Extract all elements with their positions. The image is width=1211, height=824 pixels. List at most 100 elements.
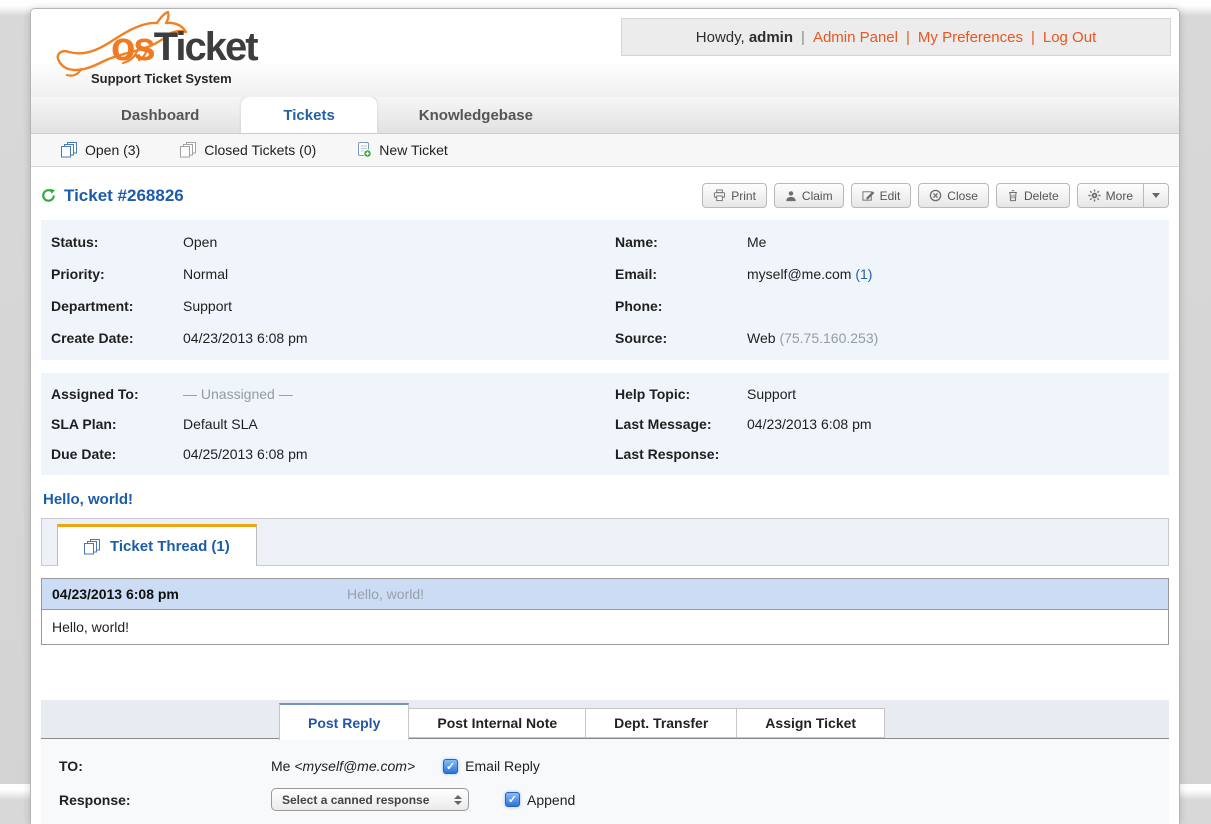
osticket-logo: osTicket Support Ticket System: [53, 9, 333, 97]
reply-tabs: Post Reply Post Internal Note Dept. Transf…: [279, 703, 886, 740]
email-reply-label: Email Reply: [465, 758, 540, 774]
message-body: Hello, world!: [42, 609, 1168, 644]
response-label: Response:: [59, 791, 131, 808]
reply-tab-post-internal-note[interactable]: Post Internal Note: [409, 708, 587, 738]
reply-tab-dept-transfer[interactable]: Dept. Transfer: [586, 708, 738, 738]
trash-icon: [1007, 189, 1019, 202]
info-label: Assigned To:: [51, 386, 139, 402]
osticket-app-window: osTicket Support Ticket System Howdy, ad…: [30, 8, 1180, 824]
refresh-icon[interactable]: [41, 188, 56, 203]
info-row-assigned-to: Assigned To: — Unassigned —: [41, 379, 605, 409]
tab-dashboard[interactable]: Dashboard: [121, 106, 200, 124]
button-label: Print: [731, 188, 756, 203]
delete-button[interactable]: Delete: [995, 183, 1070, 208]
logo-wordmark: osTicket: [111, 25, 259, 70]
select-stepper-icon: [454, 794, 462, 805]
info-column-right: Help Topic: Support Last Message: 04/23/201…: [605, 379, 1169, 469]
info-value: Open: [183, 234, 218, 250]
username: admin: [748, 28, 794, 46]
info-value: Normal: [183, 266, 229, 282]
button-label: Close: [947, 188, 978, 203]
message-date: 04/23/2013 6:08 pm: [52, 586, 179, 602]
more-button[interactable]: More: [1076, 183, 1144, 208]
tickets-stack-gray-icon: [180, 142, 197, 158]
print-button[interactable]: Print: [702, 183, 767, 208]
ticket-title-row: Ticket #268826 Print Claim Edit Close Delete…: [41, 167, 1169, 218]
info-label: Status:: [51, 234, 99, 250]
info-row-last-response: Last Response:: [605, 439, 1169, 469]
thread-message-header[interactable]: 04/23/2013 6:08 pm Hello, world!: [42, 579, 1168, 609]
tickets-stack-icon: [84, 538, 101, 555]
userbar-link-log-out[interactable]: Log Out: [1042, 28, 1097, 46]
email-count-link[interactable]: (1): [855, 266, 873, 282]
tickets-subnav: Open (3) Closed Tickets (0) New Ticket: [31, 134, 1179, 167]
info-label: Last Response:: [615, 446, 720, 462]
kangaroo-logo-icon: [56, 11, 188, 77]
info-value: myself@me.com (1): [747, 266, 873, 282]
subnav-item-new-ticket[interactable]: New Ticket: [356, 142, 448, 158]
info-row-sla-plan: SLA Plan: Default SLA: [41, 409, 605, 439]
canned-response-select[interactable]: Select a canned response: [271, 788, 469, 811]
new-ticket-icon: [356, 142, 373, 158]
info-label: Due Date:: [51, 446, 117, 462]
info-row-department: Department: Support: [41, 290, 605, 322]
close-button[interactable]: Close: [918, 183, 989, 208]
to-row: TO: Me <myself@me.com> ✓ Email Reply: [41, 751, 1169, 781]
reply-section: Post Reply Post Internal Note Dept. Transf…: [41, 700, 1169, 824]
info-label: SLA Plan:: [51, 416, 117, 432]
canned-response-value: Select a canned response: [282, 792, 430, 807]
caret-down-icon: [1152, 193, 1160, 198]
button-label: Delete: [1023, 188, 1059, 203]
reply-tab-assign-ticket[interactable]: Assign Ticket: [737, 708, 886, 738]
ticket-subject: Hello, world!: [43, 491, 133, 508]
subnav-label: New Ticket: [379, 142, 448, 158]
info-row-help-topic: Help Topic: Support: [605, 379, 1169, 409]
tab-tickets[interactable]: Tickets: [241, 97, 377, 133]
subnav-item-open-3[interactable]: Open (3): [61, 142, 140, 158]
tab-ticket-thread[interactable]: Ticket Thread (1): [57, 524, 257, 566]
button-label: Edit: [879, 188, 901, 203]
thread-tabbar: Ticket Thread (1): [41, 518, 1169, 566]
main-nav: Dashboard Tickets Knowledgebase: [31, 97, 1179, 134]
user-bar: Howdy, admin | Admin Panel | My Preferences |…: [621, 18, 1171, 56]
thread-tab-label: Ticket Thread (1): [110, 538, 230, 555]
userbar-link-my-preferences[interactable]: My Preferences: [917, 28, 1023, 46]
info-label: Email:: [615, 266, 658, 282]
edit-button[interactable]: Edit: [850, 183, 912, 208]
ticket-number: Ticket #268826: [64, 185, 184, 205]
append-label: Append: [527, 791, 576, 808]
append-checkbox[interactable]: ✓: [505, 792, 520, 807]
edit-icon: [862, 189, 875, 202]
info-row-name: Name: Me: [605, 226, 1169, 258]
separator: |: [801, 28, 805, 46]
reply-tab-post-reply[interactable]: Post Reply: [279, 703, 410, 740]
info-column-right: Name: Me Email: myself@me.com (1) Phone: Sour…: [605, 226, 1169, 354]
tab-knowledgebase[interactable]: Knowledgebase: [418, 106, 533, 124]
printer-icon: [713, 189, 726, 202]
info-row-due-date: Due Date: 04/25/2013 6:08 pm: [41, 439, 605, 469]
subnav-label: Open (3): [85, 142, 141, 158]
response-row: Response: Select a canned response ✓ App…: [41, 781, 1169, 818]
info-value: Me: [747, 234, 767, 250]
main-content: Ticket #268826 Print Claim Edit Close Delete…: [31, 167, 1179, 824]
more-dropdown-button[interactable]: [1143, 183, 1169, 208]
post-reply-form: TO: Me <myself@me.com> ✓ Email Reply Res…: [41, 738, 1169, 824]
info-value: 04/23/2013 6:08 pm: [183, 330, 308, 346]
claim-button[interactable]: Claim: [773, 183, 844, 208]
logo-ticket-text: Ticket: [153, 25, 259, 69]
button-label: More: [1105, 188, 1133, 203]
userbar-link-admin-panel[interactable]: Admin Panel: [812, 28, 898, 46]
info-value: — Unassigned —: [183, 386, 293, 402]
subnav-item-closed-tickets-0[interactable]: Closed Tickets (0): [180, 142, 316, 158]
close-circle-icon: [929, 189, 942, 202]
info-row-last-message: Last Message: 04/23/2013 6:08 pm: [605, 409, 1169, 439]
logo-os-text: os: [111, 25, 156, 69]
ticket-info-primary: Status: Open Priority: Normal Department: Sup…: [41, 220, 1169, 360]
logo-tagline: Support Ticket System: [91, 71, 232, 86]
info-label: Create Date:: [51, 330, 134, 346]
email-reply-checkbox[interactable]: ✓: [443, 758, 459, 774]
separator: |: [1030, 28, 1035, 46]
info-label: Help Topic:: [615, 386, 691, 402]
info-column-left: Status: Open Priority: Normal Department: Sup…: [41, 226, 605, 354]
separator: |: [906, 28, 910, 46]
